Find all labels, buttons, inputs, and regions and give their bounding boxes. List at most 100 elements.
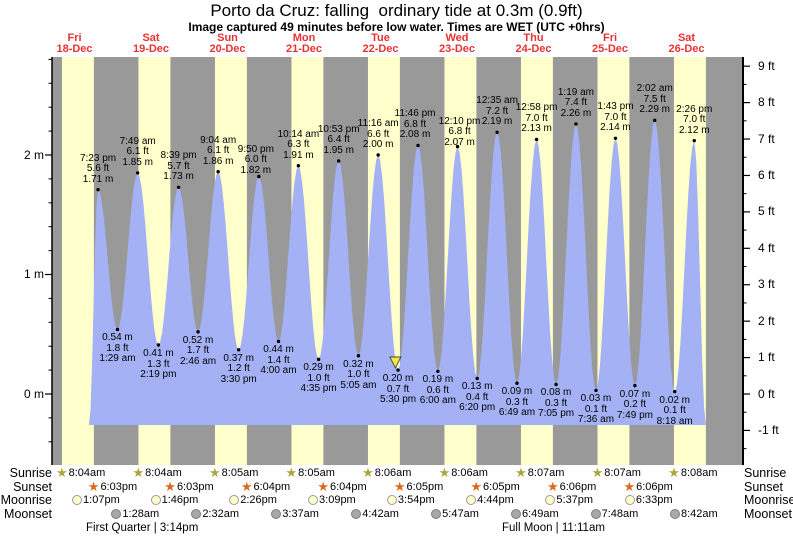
sunset-icon: ★: [470, 479, 483, 494]
high-tide-label: 1:19 am 7.4 ft 2.26 m: [558, 87, 594, 120]
high-tide-label: 11:46 pm 6.8 ft 2.08 m: [395, 109, 436, 141]
moonset-time: 3:37am: [282, 508, 319, 520]
tide-label-line: 7.5 ft: [643, 93, 666, 105]
low-tide-dot: [436, 369, 440, 373]
tide-label-line: 6:49 am: [498, 407, 536, 419]
low-tide-label: 0.20 m 0.7 ft 5:30 pm: [380, 374, 416, 406]
high-tide-dot: [257, 174, 261, 179]
moonrise-entry: 4:44pm: [466, 494, 514, 506]
tide-label-line: 0.6 ft: [426, 384, 449, 396]
tide-label-line: 0.32 m: [343, 358, 374, 370]
moonset-icon: [111, 509, 122, 519]
y-axis-left-label: 1 m: [23, 267, 44, 281]
tide-label-line: 7.0 ft: [525, 112, 548, 124]
moonset-entry: 4:42am: [351, 508, 399, 520]
high-tide-label: 10:53 pm 6.4 ft 1.95 m: [318, 124, 360, 157]
sunset-entry: ★ 6:05pm: [394, 480, 444, 493]
high-tide-dot: [296, 164, 301, 168]
low-tide-dot: [633, 383, 637, 388]
day-name: Fri: [602, 32, 618, 44]
low-tide-dot: [396, 368, 400, 372]
tide-label-line: 1.8 ft: [106, 342, 129, 354]
high-tide-dot: [455, 144, 460, 149]
moonrise-time: 1:07pm: [83, 494, 120, 506]
moonrise-icon: [229, 495, 240, 505]
sunset-time: 6:04pm: [253, 481, 291, 493]
tide-label-line: 0.54 m: [102, 332, 133, 344]
low-tide-label: 0.52 m 1.7 ft 2:46 am: [180, 335, 216, 368]
tide-label-line: 1.82 m: [240, 164, 272, 176]
tide-label-line: 1.91 m: [283, 149, 314, 161]
tide-label-line: 2.12 m: [678, 124, 710, 136]
sunset-icon: ★: [240, 479, 253, 494]
low-tide-dot: [356, 354, 361, 358]
sunset-time: 6:03pm: [176, 481, 214, 493]
tide-label-line: 5.7 ft: [167, 160, 190, 172]
sunset-entry: ★ 6:04pm: [240, 479, 291, 494]
moon-phase-full-moon: Full Moon | 11:11am: [502, 522, 605, 534]
moonset-icon: [351, 509, 362, 519]
y-axis-right-label: 5 ft: [758, 204, 775, 219]
high-tide-label: 11:16 am 6.6 ft 2.00 m: [358, 118, 399, 151]
high-tide-label: 8:39 pm 5.7 ft 1.73 m: [160, 151, 196, 183]
tide-label-line: 7:49 am: [119, 135, 156, 147]
low-tide-dot: [196, 330, 200, 334]
tide-label-line: 6.1 ft: [126, 146, 149, 158]
high-tide-label: 12:10 pm 6.8 ft 2.07 m: [439, 116, 481, 149]
tide-label-line: 0.7 ft: [386, 383, 410, 395]
tide-label-line: 6.1 ft: [207, 145, 230, 157]
row-label-sunrise-right: Sunrise: [744, 466, 787, 480]
tide-label-line: 1:43 pm: [597, 101, 634, 113]
tide-label-line: 0.44 m: [263, 344, 294, 356]
sunset-icon: ★: [317, 479, 329, 494]
sunrise-icon: ★: [515, 465, 527, 480]
low-tide-label: 0.09 m 0.3 ft 6:49 am: [499, 387, 535, 419]
y-axis-right-label: -1 ft: [758, 422, 779, 437]
moonset-entry: 2:32am: [191, 508, 239, 520]
sunrise-icon: ★: [55, 465, 68, 480]
high-tide-dot: [216, 170, 220, 174]
moonrise-icon: [308, 495, 319, 505]
tide-label-line: 6.8 ft: [448, 126, 471, 138]
tide-label-line: 0.20 m: [382, 373, 414, 385]
tide-label-line: 1.4 ft: [267, 354, 290, 366]
row-label-moonset-right: Moonset: [744, 507, 792, 521]
day-date: 25-Dec: [591, 43, 629, 55]
day-name: Mon: [292, 32, 316, 44]
tide-label-line: 6.4 ft: [327, 134, 350, 146]
tide-label-line: 0.02 m: [659, 394, 690, 406]
tide-label-line: 8:39 pm: [160, 150, 197, 162]
sunset-icon: ★: [164, 479, 176, 494]
tide-label-line: 2.29 m: [639, 104, 671, 116]
moon-phase-first-quarter: First Quarter | 3:14pm: [86, 522, 199, 534]
y-axis-right-label: 8 ft: [758, 95, 775, 110]
tide-label-line: 6.6 ft: [367, 128, 390, 140]
tide-label-line: 0.08 m: [540, 387, 572, 399]
moonset-entry: 6:49am: [510, 508, 559, 520]
high-tide-label: 2:02 am 7.5 ft 2.29 m: [637, 84, 673, 116]
day-name: Sun: [217, 32, 238, 44]
sunset-time: 6:05pm: [406, 481, 444, 493]
y-axis-left-label: 0 m: [23, 386, 44, 401]
row-label-moonrise-left: Moonrise: [0, 493, 52, 507]
tide-label-line: 0.1 ft: [663, 405, 686, 417]
tide-label-line: 1.0 ft: [347, 369, 370, 381]
moonrise-time: 4:44pm: [477, 494, 514, 506]
sunrise-time: 8:05am: [298, 467, 335, 479]
moonset-icon: [271, 509, 282, 519]
chart-title: Porto da Cruz: falling ordinary tide at …: [210, 1, 583, 20]
moonset-time: 1:28am: [122, 508, 160, 520]
moonrise-entry: 3:09pm: [308, 494, 356, 506]
low-tide-label: 0.44 m 1.4 ft 4:00 am: [260, 345, 296, 377]
tide-label-line: 1.73 m: [163, 171, 194, 183]
tide-label-line: 5.6 ft: [86, 163, 110, 175]
tide-label-line: 1:29 am: [99, 353, 136, 365]
sunset-entry: ★ 6:04pm: [317, 479, 366, 494]
sunset-entry: ★ 6:03pm: [164, 479, 214, 494]
sunrise-time: 8:05am: [221, 467, 259, 479]
day-name: Sat: [677, 32, 696, 44]
tide-label-line: 7:05 pm: [538, 408, 575, 420]
high-tide-dot: [692, 138, 696, 143]
sunset-time: 6:06pm: [636, 481, 673, 493]
